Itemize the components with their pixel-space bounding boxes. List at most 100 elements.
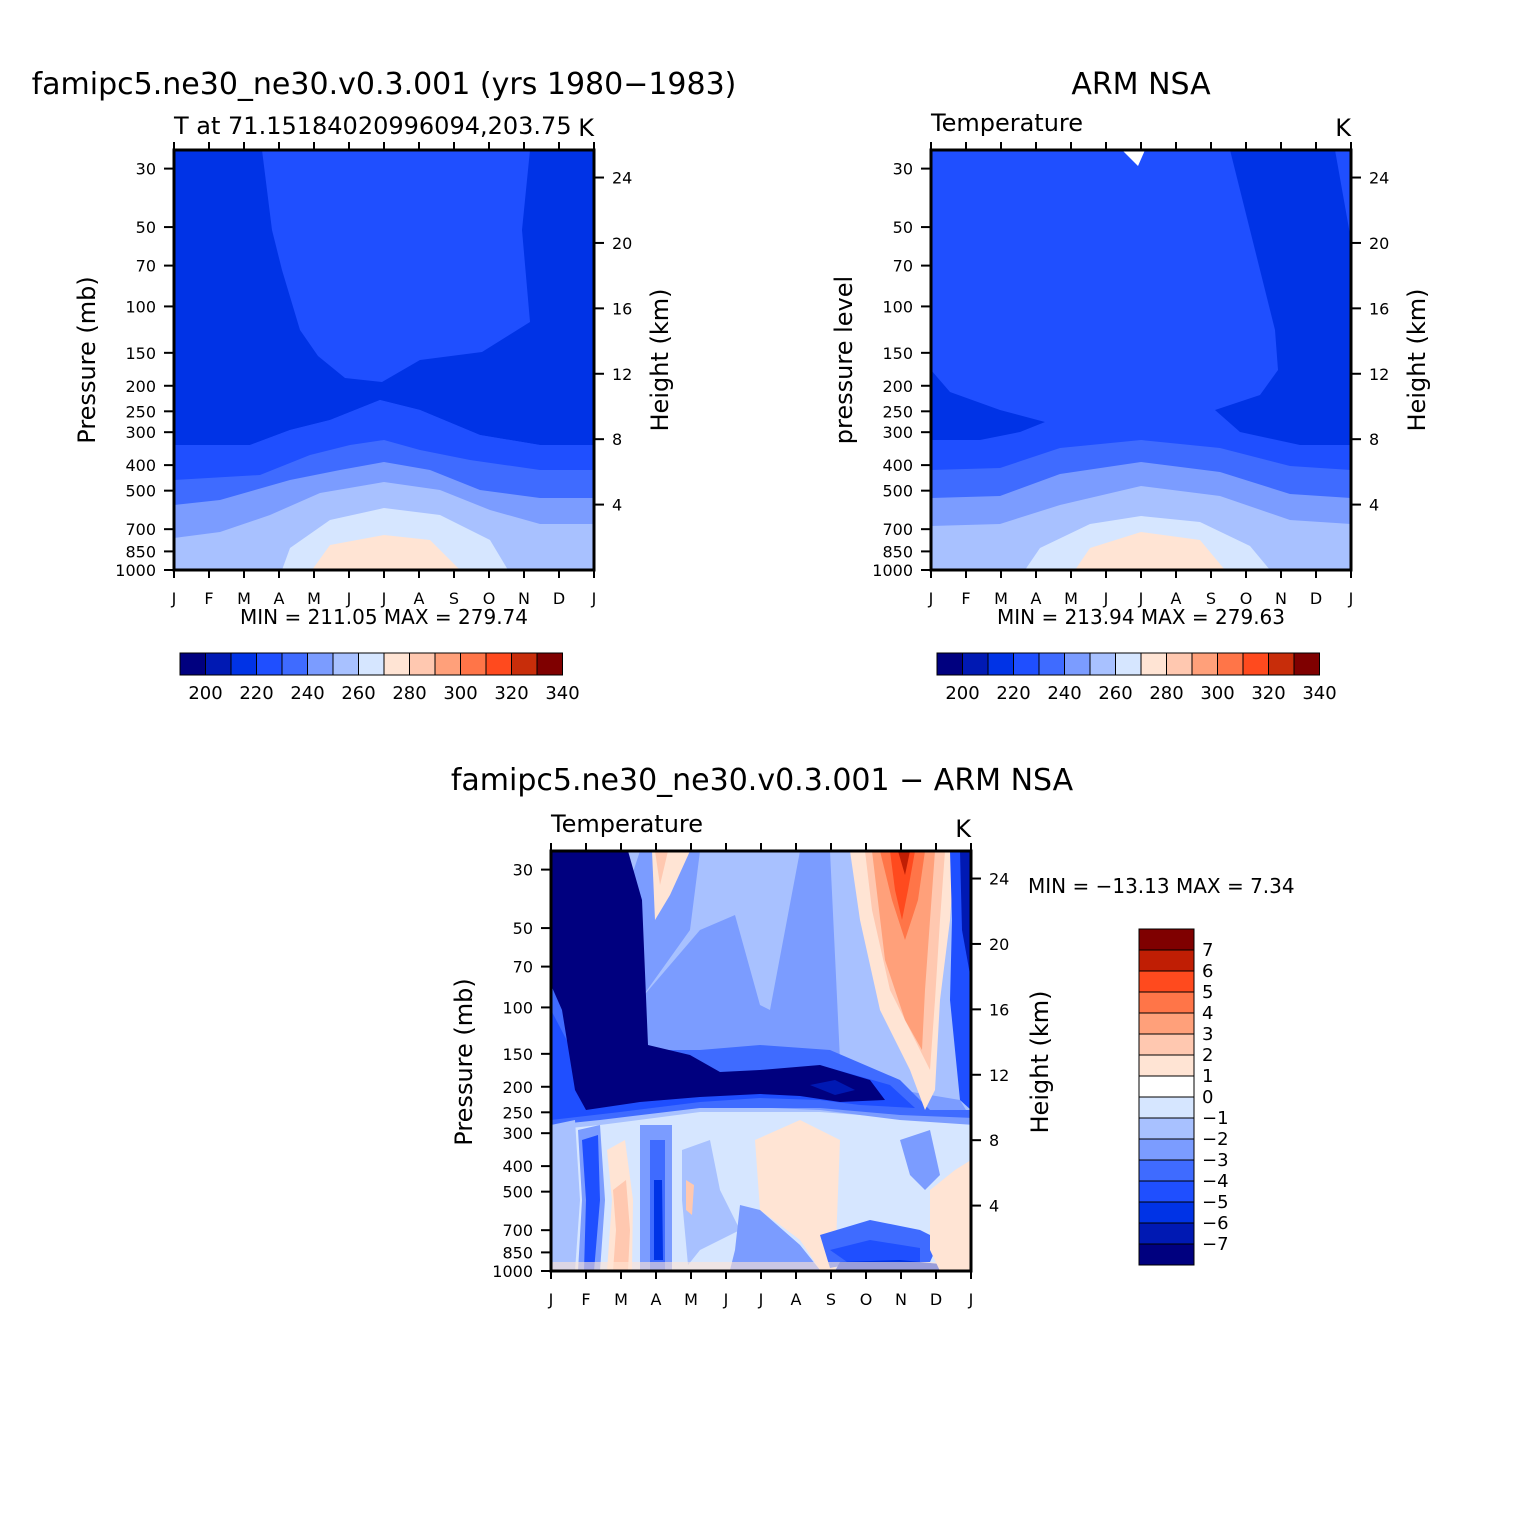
diff-contour-field [551, 851, 971, 1271]
colorbar-swatch [1138, 1012, 1195, 1035]
y-tick-label: 200 [125, 377, 156, 396]
y-tick-label: 300 [502, 1124, 533, 1143]
colorbar-swatch [962, 652, 989, 676]
y-right-tick-label: 4 [612, 496, 622, 515]
colorbar-label: 320 [1251, 683, 1285, 704]
y-right-tick-label: 8 [989, 1131, 999, 1150]
x-tick-label: O [483, 589, 496, 608]
x-tick-label: J [723, 1290, 729, 1309]
colorbar-swatch [1140, 652, 1167, 676]
colorbar-label: 240 [290, 683, 324, 704]
x-tick-label: J [171, 589, 177, 608]
y-tick-label: 30 [136, 160, 156, 179]
y-tick-label: 100 [502, 998, 533, 1017]
colorbar-label: −7 [1202, 1234, 1229, 1255]
colorbar-label: 200 [945, 683, 979, 704]
colorbar-swatch [230, 652, 257, 676]
y-tick-label: 50 [136, 218, 156, 237]
x-tick-label: N [518, 589, 530, 608]
y-right-tick-label: 12 [612, 365, 632, 384]
y-tick-label: 300 [882, 423, 913, 442]
y-tick-label: 500 [125, 482, 156, 501]
colorbar-label: −6 [1202, 1213, 1229, 1234]
colorbar-label: 1 [1202, 1066, 1213, 1087]
y-right-tick-label: 12 [989, 1066, 1009, 1085]
diff-units: K [955, 815, 972, 843]
obs-minmax: MIN = 213.94 MAX = 279.63 [997, 605, 1285, 629]
y-right-tick-label: 24 [1369, 169, 1389, 188]
colorbar-swatch [1089, 652, 1116, 676]
diff-minmax: MIN = −13.13 MAX = 7.34 [1028, 874, 1295, 898]
colorbar-swatch [536, 652, 563, 676]
y-right-tick-label: 16 [989, 1000, 1009, 1019]
x-tick-label: A [274, 589, 285, 608]
model-title: famipc5.ne30_ne30.v0.3.001 (yrs 1980−198… [32, 67, 737, 102]
y-tick-label: 30 [893, 160, 913, 179]
diff-panel: famipc5.ne30_ne30.v0.3.001 − ARM NSA Tem… [450, 763, 1295, 1309]
y-right-tick-label: 20 [1369, 234, 1389, 253]
y-tick-label: 500 [882, 482, 913, 501]
colorbar-swatch [1138, 1201, 1195, 1224]
y-right-tick-label: 24 [989, 870, 1009, 889]
x-tick-label: M [1064, 589, 1078, 608]
colorbar-swatch [1138, 1222, 1195, 1245]
y-right-tick-label: 8 [612, 430, 622, 449]
colorbar-label: 340 [1302, 683, 1336, 704]
x-tick-label: M [684, 1290, 698, 1309]
colorbar-swatch [383, 652, 410, 676]
obs-colorbar: 200 220 240 260 280 300 320 340 [936, 652, 1337, 704]
obs-ylabel: pressure level [830, 276, 858, 444]
colorbar-swatch [332, 652, 359, 676]
y-right-tick-label: 8 [1369, 430, 1379, 449]
x-tick-label: M [307, 589, 321, 608]
y-right-tick-label: 4 [1369, 496, 1379, 515]
y-right-tick-label: 4 [989, 1197, 999, 1216]
y-tick-label: 700 [502, 1221, 533, 1240]
y-tick-label: 400 [882, 456, 913, 475]
diff-subtitle: Temperature [550, 810, 703, 838]
x-tick-label: J [758, 1290, 764, 1309]
colorbar-swatch [1138, 949, 1195, 972]
colorbar-label: 7 [1202, 940, 1213, 961]
colorbar-swatch [1064, 652, 1091, 676]
y-tick-label: 250 [882, 402, 913, 421]
colorbar-label: −4 [1202, 1171, 1229, 1192]
y-tick-label: 100 [882, 297, 913, 316]
x-tick-label: O [860, 1290, 873, 1309]
x-tick-label: D [553, 589, 565, 608]
obs-panel: ARM NSA Temperature K J F M A M J J A S O N D J 30 50… [830, 67, 1431, 704]
colorbar-label: 280 [392, 683, 426, 704]
y-tick-label: 1000 [492, 1262, 533, 1281]
colorbar-swatch [1138, 1096, 1195, 1119]
colorbar-swatch [1138, 1075, 1195, 1098]
colorbar-label: −1 [1202, 1108, 1229, 1129]
colorbar-swatch [485, 652, 512, 676]
y-tick-label: 150 [882, 344, 913, 363]
colorbar-swatch [1191, 652, 1218, 676]
x-tick-label: D [1310, 589, 1322, 608]
x-tick-label: J [968, 1290, 974, 1309]
y-right-tick-label: 20 [989, 935, 1009, 954]
colorbar-swatch [179, 652, 206, 676]
colorbar-label: −5 [1202, 1192, 1229, 1213]
colorbar-label: 200 [188, 683, 222, 704]
colorbar-swatch [936, 652, 963, 676]
x-tick-label: M [614, 1290, 628, 1309]
colorbar-swatch [1138, 1159, 1195, 1182]
obs-contour-field [931, 150, 1351, 570]
model-contour-field [174, 150, 594, 570]
colorbar-label: 260 [1098, 683, 1132, 704]
colorbar-label: −2 [1202, 1129, 1229, 1150]
colorbar-swatch [1138, 1243, 1195, 1266]
x-tick-label: J [346, 589, 352, 608]
colorbar-label: 2 [1202, 1045, 1213, 1066]
obs-subtitle: Temperature [930, 109, 1083, 137]
model-panel: famipc5.ne30_ne30.v0.3.001 (yrs 1980−198… [32, 67, 737, 704]
colorbar-swatch [1138, 991, 1195, 1014]
x-tick-label: F [581, 1290, 590, 1309]
model-ylabel: Pressure (mb) [73, 276, 101, 443]
x-tick-label: A [791, 1290, 802, 1309]
y-tick-label: 100 [125, 297, 156, 316]
